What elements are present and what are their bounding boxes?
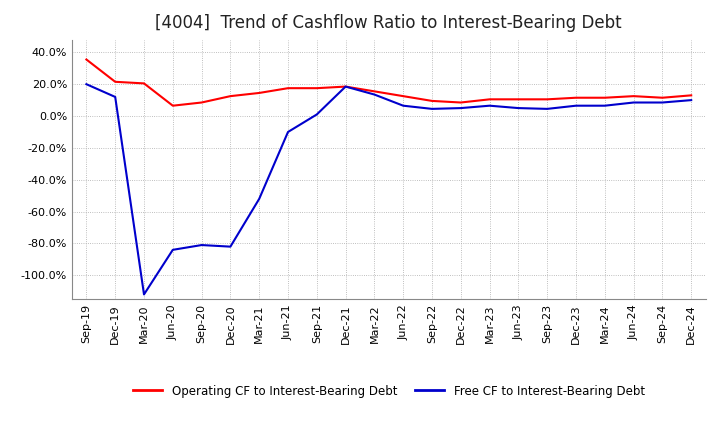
- Title: [4004]  Trend of Cashflow Ratio to Interest-Bearing Debt: [4004] Trend of Cashflow Ratio to Intere…: [156, 15, 622, 33]
- Legend: Operating CF to Interest-Bearing Debt, Free CF to Interest-Bearing Debt: Operating CF to Interest-Bearing Debt, F…: [128, 380, 649, 402]
